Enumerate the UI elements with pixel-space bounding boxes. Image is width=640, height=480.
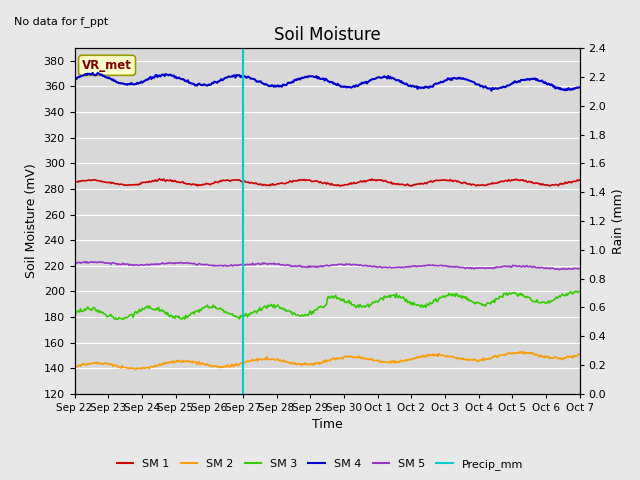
SM 1 [486, 181, 494, 187]
SM 1 [576, 177, 584, 183]
SM 3 [576, 288, 584, 294]
Y-axis label: Soil Moisture (mV): Soil Moisture (mV) [25, 164, 38, 278]
Text: VR_met: VR_met [82, 59, 132, 72]
SM 5 [556, 267, 563, 273]
SM 4 [486, 85, 493, 91]
SM 3 [315, 304, 323, 310]
SM 2 [315, 360, 323, 365]
SM 2 [566, 354, 573, 360]
Line: SM 5: SM 5 [74, 262, 580, 270]
SM 2 [576, 352, 584, 358]
Precip_mm [314, 391, 321, 396]
SM 1 [156, 176, 163, 181]
SM 4 [94, 70, 102, 76]
SM 5 [70, 260, 78, 265]
Line: SM 1: SM 1 [74, 179, 580, 186]
SM 1 [315, 179, 323, 185]
SM 4 [315, 74, 323, 80]
SM 2 [131, 367, 139, 372]
SM 2 [345, 354, 353, 360]
SM 2 [372, 358, 380, 363]
SM 3 [119, 317, 127, 323]
Precip_mm [484, 391, 492, 396]
SM 4 [566, 87, 573, 93]
X-axis label: Time: Time [312, 419, 342, 432]
Legend: SM 1, SM 2, SM 3, SM 4, SM 5, Precip_mm: SM 1, SM 2, SM 3, SM 4, SM 5, Precip_mm [112, 455, 528, 474]
SM 4 [70, 75, 78, 81]
SM 4 [372, 75, 380, 81]
Precip_mm [564, 391, 572, 396]
SM 5 [576, 265, 584, 271]
Line: SM 3: SM 3 [74, 291, 580, 320]
SM 4 [488, 88, 495, 94]
SM 1 [345, 181, 353, 187]
SM 3 [564, 290, 572, 296]
Y-axis label: Rain (mm): Rain (mm) [612, 188, 625, 254]
SM 2 [70, 365, 78, 371]
SM 4 [312, 74, 319, 80]
Precip_mm [344, 391, 351, 396]
SM 2 [312, 361, 319, 367]
SM 2 [486, 356, 493, 362]
Precip_mm [310, 391, 318, 396]
Text: No data for f_ppt: No data for f_ppt [14, 16, 108, 27]
Precip_mm [371, 391, 379, 396]
SM 5 [83, 259, 90, 264]
SM 5 [566, 266, 573, 272]
Precip_mm [576, 391, 584, 396]
SM 1 [70, 179, 78, 185]
SM 5 [345, 262, 353, 267]
SM 3 [312, 307, 319, 313]
SM 1 [312, 178, 319, 184]
SM 1 [372, 178, 380, 184]
SM 5 [315, 264, 323, 269]
SM 5 [372, 264, 380, 269]
SM 3 [573, 288, 580, 294]
SM 1 [566, 179, 573, 185]
Precip_mm [70, 391, 78, 396]
SM 4 [576, 84, 584, 90]
SM 2 [516, 349, 524, 355]
SM 5 [486, 265, 493, 271]
SM 1 [408, 183, 415, 189]
SM 3 [345, 298, 353, 303]
SM 3 [372, 299, 380, 304]
SM 4 [345, 84, 353, 90]
SM 3 [486, 300, 493, 306]
Line: SM 2: SM 2 [74, 352, 580, 370]
SM 5 [312, 264, 319, 270]
SM 3 [70, 311, 78, 316]
Title: Soil Moisture: Soil Moisture [274, 26, 380, 44]
Line: SM 4: SM 4 [74, 73, 580, 91]
